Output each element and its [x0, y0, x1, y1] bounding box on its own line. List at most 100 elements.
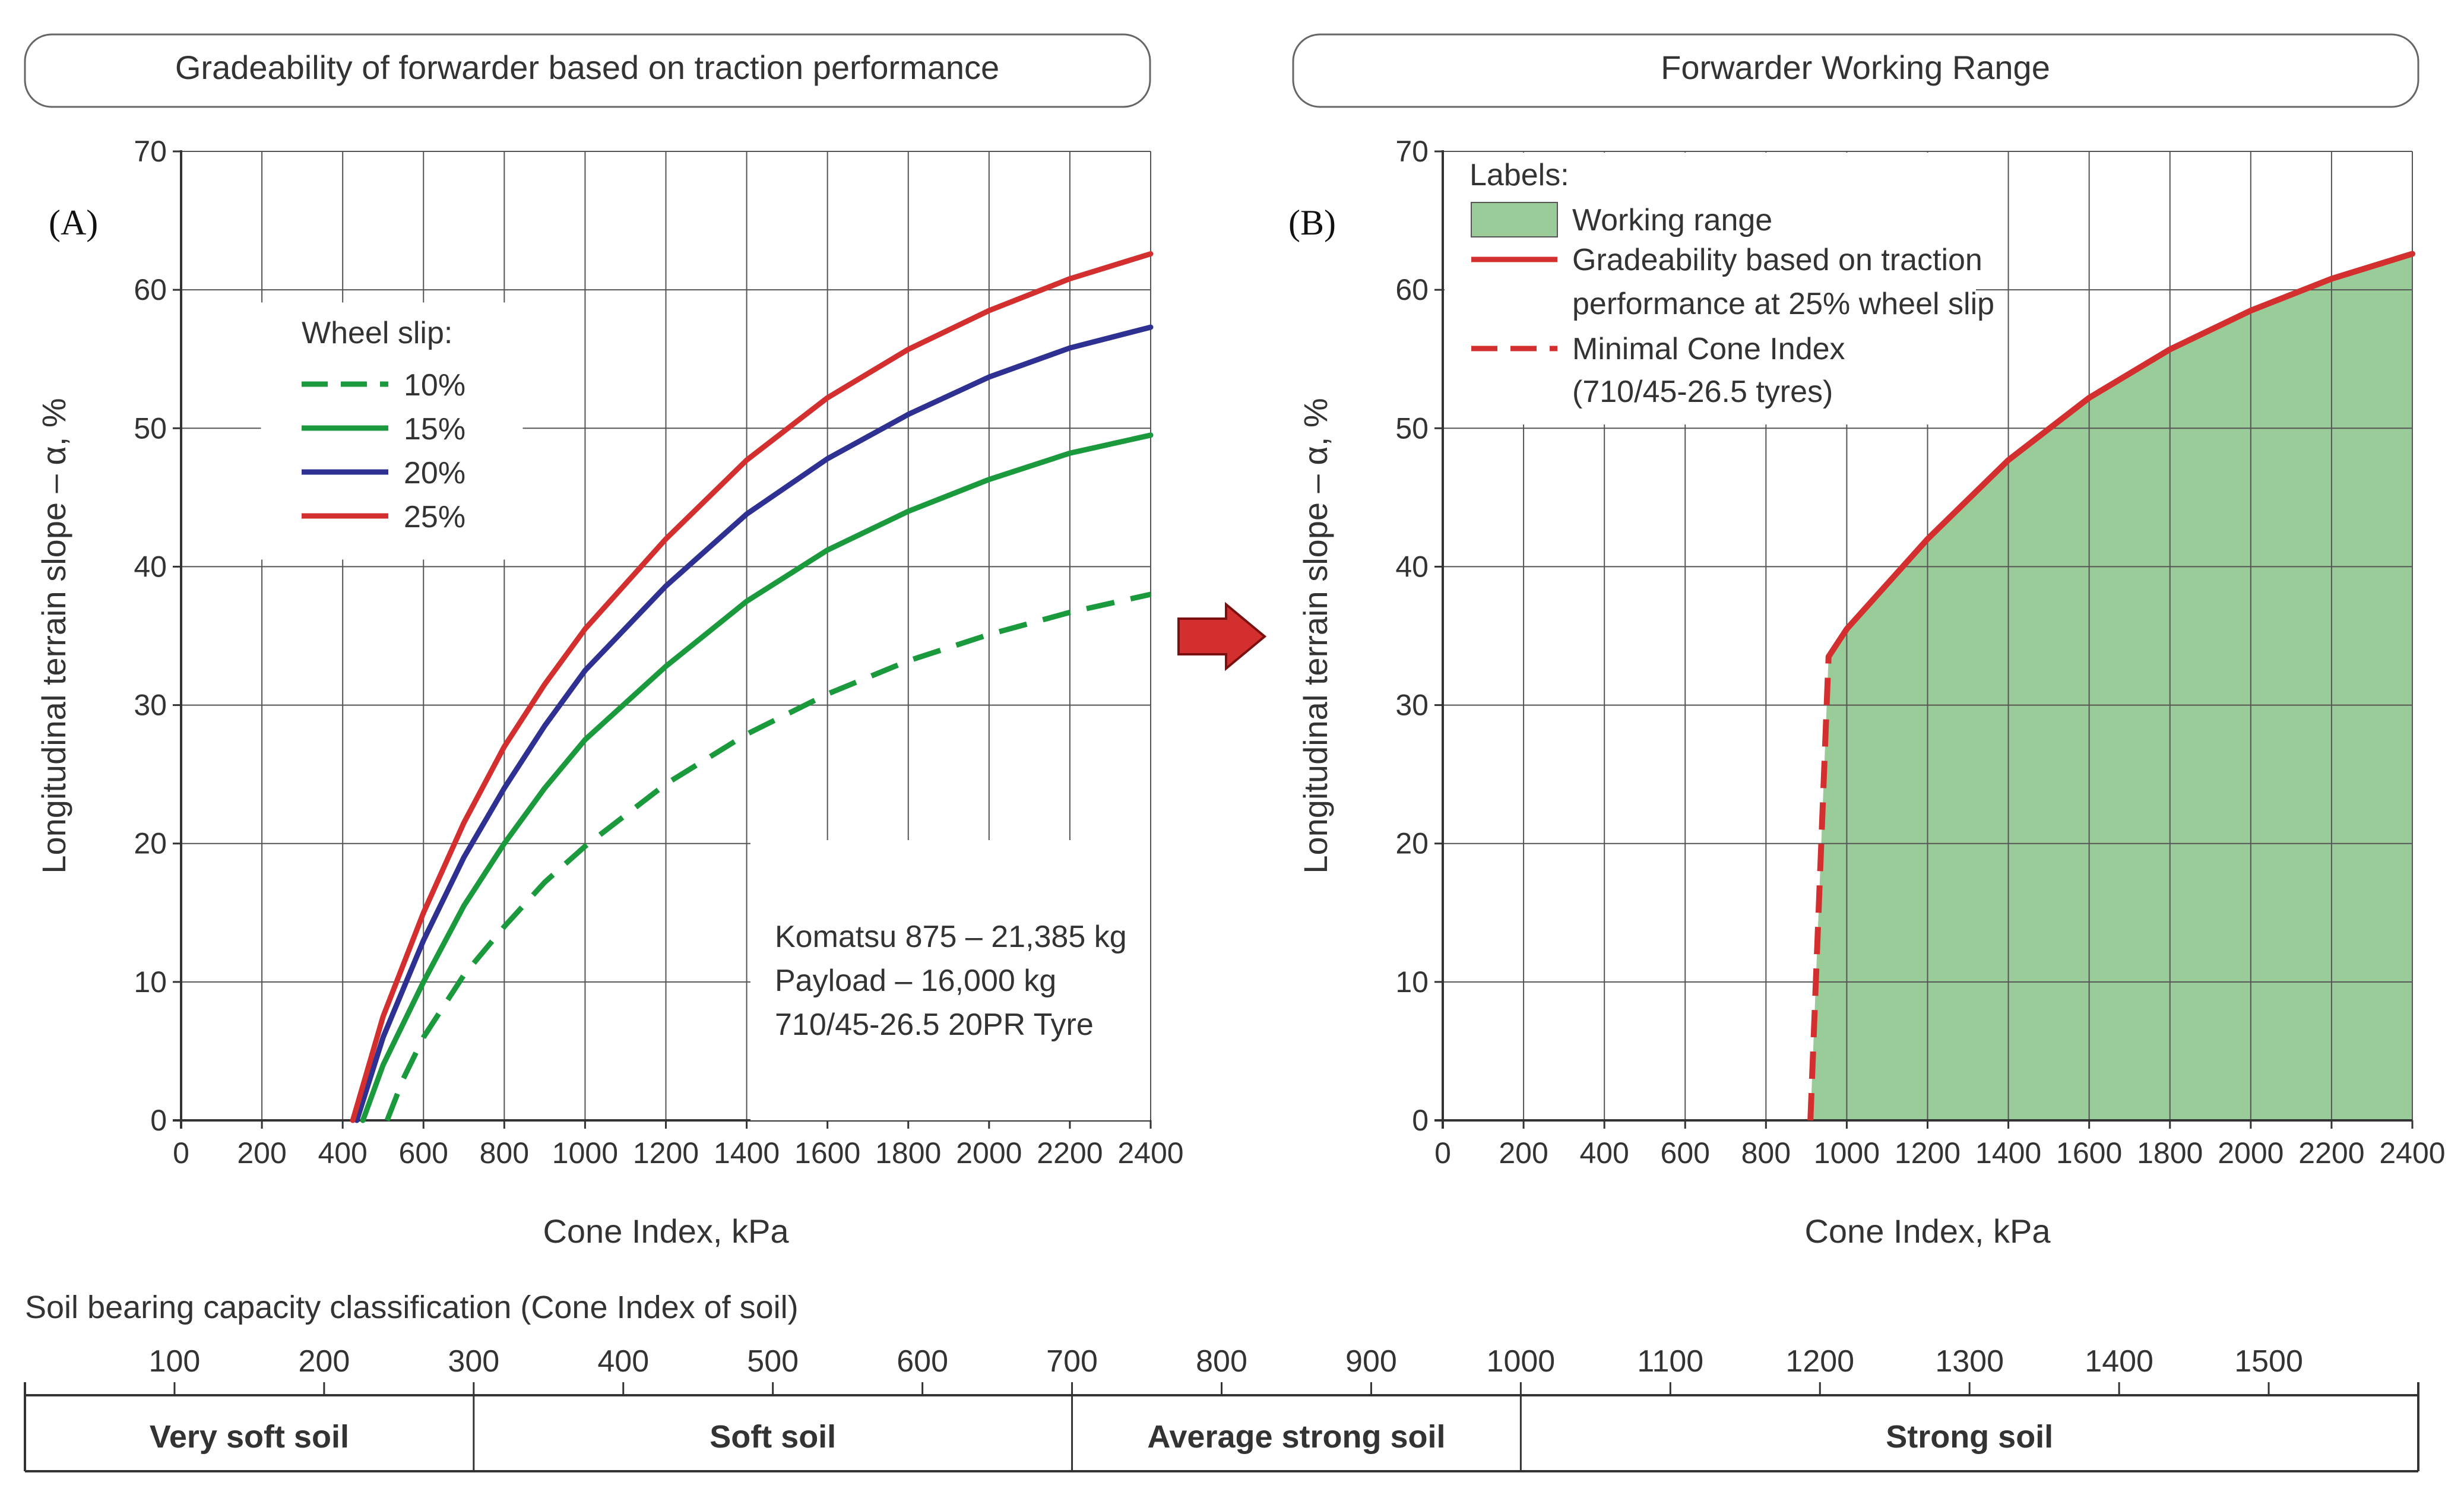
panel-b-title-banner: Forwarder Working Range — [1292, 33, 2419, 108]
soil-scale-tick-label: 1100 — [1637, 1344, 1703, 1379]
x-tick-label: 400 — [318, 1136, 367, 1170]
x-tick-label: 2200 — [2298, 1136, 2364, 1170]
y-tick-label: 70 — [1395, 135, 1429, 168]
y-tick-label: 60 — [1395, 273, 1429, 306]
soil-scale-tick-label: 900 — [1345, 1344, 1397, 1379]
annotation-line: Payload – 16,000 kg — [775, 964, 1056, 998]
panel-b-label: (B) — [1288, 203, 1336, 242]
y-tick-label: 20 — [134, 827, 167, 860]
legend-label-gradeability-2: performance at 25% wheel slip — [1572, 287, 1994, 321]
legend-box — [1445, 153, 1976, 425]
soil-class-label: Soft soil — [710, 1419, 836, 1455]
legend-label-10pct: 10% — [404, 368, 465, 403]
annotation-box — [750, 840, 1150, 1120]
y-tick-label: 50 — [1395, 411, 1429, 445]
gradeability-curve — [1825, 251, 2415, 660]
annotation-line: 710/45-26.5 20PR Tyre — [775, 1008, 1094, 1042]
soil-scale-tick-label: 1400 — [2085, 1344, 2153, 1379]
x-tick-label: 1600 — [2056, 1136, 2122, 1170]
y-tick-label: 20 — [1395, 827, 1429, 860]
soil-scale-tick-label: 1000 — [1487, 1344, 1556, 1379]
x-tick-label: 200 — [1499, 1136, 1548, 1170]
legend-label-25pct: 25% — [404, 500, 465, 534]
x-tick-label: 200 — [237, 1136, 286, 1170]
x-tick-label: 1400 — [1975, 1136, 2041, 1170]
soil-scale-tick-label: 500 — [747, 1344, 799, 1379]
soil-class-label: Very soft soil — [150, 1419, 349, 1455]
y-tick-label: 70 — [134, 135, 167, 168]
soil-scale-tick-label: 200 — [298, 1344, 350, 1379]
x-tick-label: 1000 — [552, 1136, 618, 1170]
x-tick-label: 400 — [1579, 1136, 1629, 1170]
series-line-25pct — [350, 251, 1154, 1123]
x-tick-label: 1000 — [1814, 1136, 1880, 1170]
soil-scale-tick-label: 1300 — [1935, 1344, 2004, 1379]
annotation-line: Komatsu 875 – 21,385 kg — [775, 920, 1127, 954]
x-axis-label: Cone Index, kPa — [1804, 1212, 2051, 1250]
chart-a-plot: 0 200 400 600 800 1000 1200 1400 1600 1800 2000 220… — [35, 135, 1184, 1250]
y-tick-label: 30 — [1395, 689, 1429, 722]
legend-label-20pct: 20% — [404, 456, 465, 490]
soil-scale-tick-label: 1200 — [1785, 1344, 1854, 1379]
x-tick-label: 2200 — [1037, 1136, 1103, 1170]
legend-label-min-cone-2: (710/45-26.5 tyres) — [1572, 375, 1833, 409]
soil-scale-tick-label: 800 — [1196, 1344, 1247, 1379]
y-axis-label: Longitudinal terrain slope – α, % — [1297, 398, 1334, 873]
y-tick-label: 30 — [134, 689, 167, 722]
x-tick-label: 1200 — [633, 1136, 699, 1170]
y-tick-label: 40 — [1395, 550, 1429, 583]
soil-scale-tick-label: 300 — [448, 1344, 499, 1379]
chart-b-plot: 0 200 400 600 800 1000 1200 1400 1600 1800 2000 220… — [1297, 135, 2446, 1250]
soil-scale-title: Soil bearing capacity classification (Co… — [25, 1290, 799, 1325]
series-line-15pct — [360, 432, 1154, 1123]
y-axis-label: Longitudinal terrain slope – α, % — [35, 398, 72, 873]
y-tick-label: 10 — [134, 965, 167, 999]
y-tick-label: 50 — [134, 411, 167, 445]
transition-arrow-icon — [1177, 601, 1267, 672]
legend-swatch-working-range — [1471, 202, 1558, 237]
legend-title: Labels: — [1469, 158, 1569, 192]
panel-a-title: Gradeability of forwarder based on tract… — [175, 49, 999, 86]
x-tick-label: 2400 — [1117, 1136, 1183, 1170]
y-tick-label: 0 — [150, 1104, 167, 1137]
x-tick-label: 2000 — [956, 1136, 1022, 1170]
legend-label-15pct: 15% — [404, 412, 465, 446]
y-tick-label: 40 — [134, 550, 167, 583]
soil-class-label: Average strong soil — [1147, 1419, 1445, 1455]
min-cone-index-line — [1807, 656, 1832, 1121]
x-tick-label: 1200 — [1895, 1136, 1961, 1170]
x-tick-label: 1600 — [794, 1136, 860, 1170]
soil-scale-tick-label: 100 — [149, 1344, 201, 1379]
soil-scale-tick-label: 400 — [597, 1344, 649, 1379]
x-tick-label: 2400 — [2379, 1136, 2445, 1170]
legend-label-working-range: Working range — [1572, 203, 1772, 237]
soil-scale: Soil bearing capacity classification (Co… — [24, 1290, 2419, 1472]
working-range-area — [1810, 254, 2412, 1120]
panel-b-title: Forwarder Working Range — [1661, 49, 2050, 86]
x-tick-label: 0 — [173, 1136, 189, 1170]
panel-a-label: (A) — [49, 203, 98, 242]
legend-label-gradeability: Gradeability based on traction — [1572, 243, 1982, 277]
y-tick-label: 0 — [1412, 1104, 1429, 1137]
soil-class-label: Strong soil — [1886, 1419, 2053, 1455]
x-tick-label: 1800 — [875, 1136, 941, 1170]
x-tick-label: 800 — [480, 1136, 529, 1170]
x-tick-label: 0 — [1434, 1136, 1451, 1170]
legend-label-min-cone: Minimal Cone Index — [1572, 332, 1845, 366]
panel-a-title-banner: Gradeability of forwarder based on tract… — [24, 33, 1151, 108]
series-line-20pct — [354, 324, 1154, 1123]
x-tick-label: 600 — [1661, 1136, 1710, 1170]
x-tick-label: 800 — [1741, 1136, 1791, 1170]
x-tick-label: 600 — [399, 1136, 448, 1170]
y-tick-label: 60 — [134, 273, 167, 306]
x-axis-label: Cone Index, kPa — [543, 1212, 789, 1250]
legend-title: Wheel slip: — [302, 316, 452, 350]
y-tick-label: 10 — [1395, 965, 1429, 999]
soil-scale-tick-label: 1500 — [2234, 1344, 2303, 1379]
series-line-10pct — [384, 591, 1151, 1122]
x-tick-label: 1400 — [714, 1136, 780, 1170]
soil-scale-tick-label: 600 — [897, 1344, 948, 1379]
soil-scale-tick-label: 700 — [1046, 1344, 1098, 1379]
x-tick-label: 2000 — [2218, 1136, 2284, 1170]
